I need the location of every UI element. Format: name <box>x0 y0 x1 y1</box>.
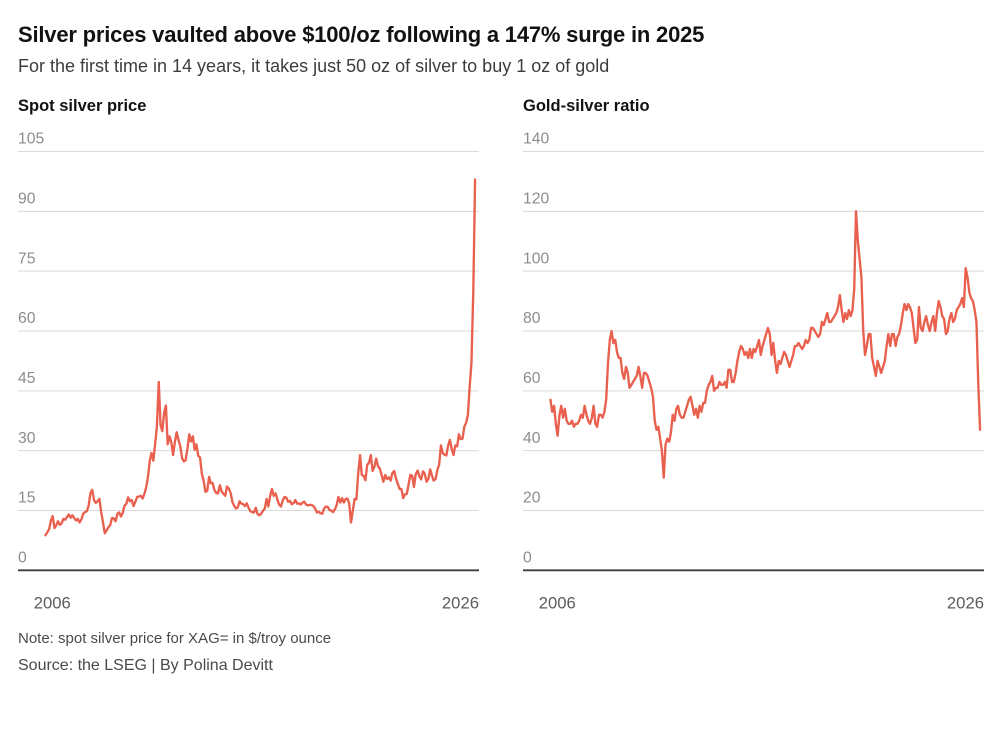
panel-title-gold-silver-ratio: Gold-silver ratio <box>523 97 650 115</box>
x-tick-label-end: 2026 <box>442 594 479 613</box>
panel-gold-silver-ratio: Gold-silver ratio 0 20 40 60 80 100 120 140 2006… <box>523 97 984 616</box>
y-tick-label: 0 <box>18 549 27 566</box>
y-tick-label: 30 <box>18 430 36 447</box>
y-tick-label: 60 <box>18 310 36 327</box>
y-tick-label: 40 <box>523 430 541 447</box>
panel-spot-silver-price: Spot silver price 0 15 30 45 60 75 90 105 2006 20… <box>18 97 479 616</box>
charts-row: Spot silver price 0 15 30 45 60 75 90 105 2006 20… <box>18 97 984 616</box>
y-tick-label: 60 <box>523 370 541 387</box>
x-tick-label-start: 2006 <box>34 594 71 613</box>
data-series-line <box>44 178 477 537</box>
spot-silver-price-line-chart: 0 15 30 45 60 75 90 105 2006 2026 <box>18 126 479 616</box>
y-tick-label: 45 <box>18 370 36 387</box>
y-tick-label: 75 <box>18 250 36 267</box>
line-chart-svg: 0 15 30 45 60 75 90 105 2006 2026 <box>18 131 479 613</box>
y-tick-label: 105 <box>18 131 44 148</box>
line-chart-svg: 0 20 40 60 80 100 120 140 2006 2026 <box>523 131 984 613</box>
chart-source: Source: the LSEG | By Polina Devitt <box>18 657 273 675</box>
x-tick-label-end: 2026 <box>947 594 984 613</box>
y-tick-label: 120 <box>523 190 549 207</box>
y-tick-label: 90 <box>18 190 36 207</box>
y-tick-label: 20 <box>523 490 541 507</box>
gold-silver-ratio-line-chart: 0 20 40 60 80 100 120 140 2006 2026 <box>523 126 984 616</box>
data-series-line <box>549 210 982 479</box>
y-tick-label: 80 <box>523 310 541 327</box>
chart-note: Note: spot silver price for XAG= in $/tr… <box>18 630 332 648</box>
panel-title-spot-silver-price: Spot silver price <box>18 97 147 115</box>
x-tick-label-start: 2006 <box>539 594 576 613</box>
y-tick-label: 100 <box>523 250 549 267</box>
y-tick-label: 15 <box>18 490 36 507</box>
page-title: Silver prices vaulted above $100/oz foll… <box>18 22 705 47</box>
y-tick-label: 0 <box>523 549 532 566</box>
y-tick-label: 140 <box>523 131 549 148</box>
page-subtitle: For the first time in 14 years, it takes… <box>18 56 610 76</box>
